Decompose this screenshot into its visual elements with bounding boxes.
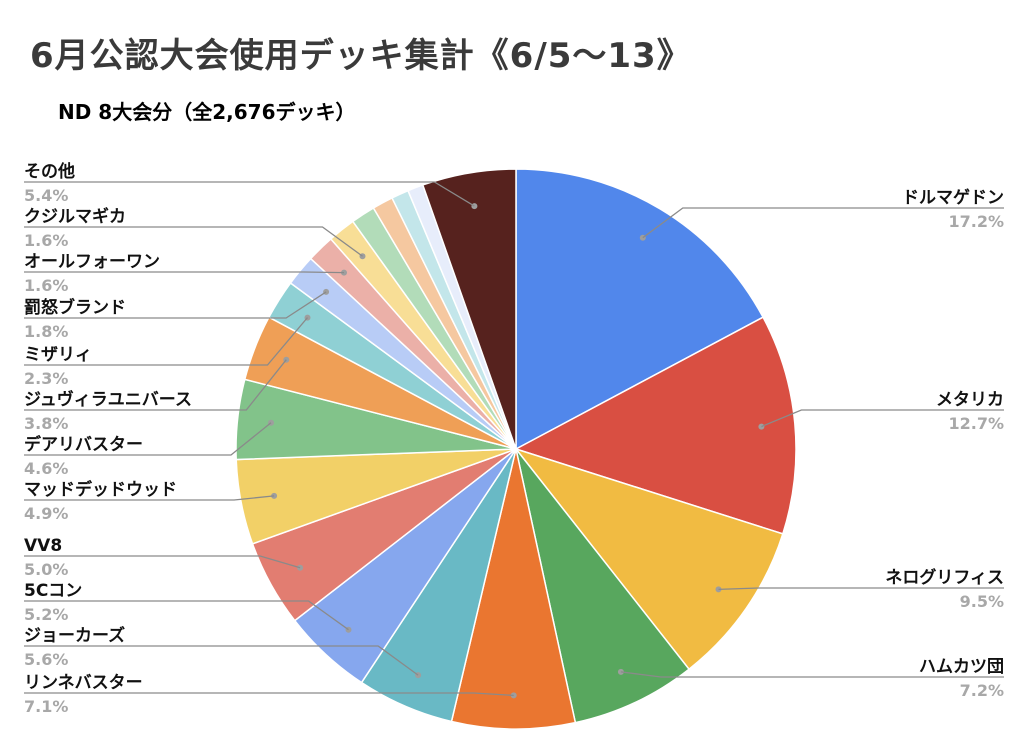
slice-label: デアリバスター [24,434,143,455]
pie-slice [421,168,517,450]
leader-line [24,181,475,207]
slice-value-label: 12.7% [948,414,1004,433]
slice-labels: ドルマゲドン 17.2% メタリカ 12.7% ネログリフィス 9.5% ハムカツ団 7.2%… [24,161,1004,716]
pie-slice [450,448,577,730]
slice-label: ドルマゲドン [902,187,1004,208]
pie-slice [513,447,784,671]
pie-slice [515,168,765,451]
slice-value-label: 5.2% [24,605,68,624]
slice-value-label: 5.4% [24,186,68,205]
leader-line [24,692,514,697]
leader-line [718,587,1004,591]
slice-label: リンネバスター [24,673,143,693]
slice-label: 5Cコン [24,581,82,601]
leader-line [24,422,272,456]
leader-line [24,226,363,257]
leader-line [761,409,1004,428]
slice-label: ジョーカーズ [24,625,125,646]
pie-slice [515,448,691,724]
slice-label: VV8 [24,536,62,556]
slice-label: その他 [24,161,75,182]
slice-value-label: 5.6% [24,650,68,669]
leader-line [24,271,345,274]
slice-value-label: 4.9% [24,504,68,523]
pie-slices [235,168,797,730]
slice-value-label: 17.2% [948,212,1004,231]
slice-value-label: 3.8% [24,414,68,433]
slice-value-label: 9.5% [960,592,1004,611]
slice-label: ミザリィ [24,345,92,365]
slice-value-label: 2.3% [24,369,68,388]
leader-line [24,359,287,411]
slice-value-label: 5.0% [24,560,68,579]
slice-label: オールフォーワン [24,252,160,272]
leader-lines [24,181,1004,699]
leader-line [24,317,308,366]
leader-line [642,207,1004,239]
slice-label: ハムカツ団 [919,657,1004,677]
slice-label: ジュヴィラユニバース [24,389,192,410]
leader-line [24,600,349,631]
slice-label: 罰怒ブランド [24,297,126,318]
slice-label: マッドデッドウッド [24,479,177,500]
leader-line [24,495,275,501]
chart-title: 6月公認大会使用デッキ集計《6/5〜13》 [30,36,692,76]
slice-value-label: 1.6% [24,231,68,250]
slice-value-label: 4.6% [24,459,68,478]
slice-value-label: 1.6% [24,276,68,295]
leader-line [24,555,301,569]
leader-line [620,671,1004,678]
slice-value-label: 1.8% [24,322,68,341]
slice-label: メタリカ [936,390,1004,410]
leader-line [24,291,327,319]
leader-line [24,645,419,676]
slice-label: ネログリフィス [885,567,1004,588]
slice-value-label: 7.2% [960,681,1004,700]
slice-value-label: 7.1% [24,697,68,716]
pie-slice [514,316,797,535]
chart-subtitle: ND 8大会分（全2,676デッキ） [58,100,356,124]
slice-label: クジルマギカ [24,207,126,227]
